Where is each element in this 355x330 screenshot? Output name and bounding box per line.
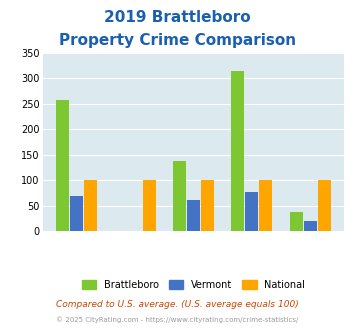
Bar: [187, 200, 200, 231]
Bar: [304, 221, 317, 231]
Bar: [290, 212, 302, 231]
Bar: [70, 196, 83, 231]
Bar: [245, 192, 258, 231]
Text: Property Crime Comparison: Property Crime Comparison: [59, 33, 296, 48]
Bar: [318, 180, 331, 231]
Text: © 2025 CityRating.com - https://www.cityrating.com/crime-statistics/: © 2025 CityRating.com - https://www.city…: [56, 317, 299, 323]
Bar: [143, 180, 155, 231]
Text: Compared to U.S. average. (U.S. average equals 100): Compared to U.S. average. (U.S. average …: [56, 300, 299, 309]
Bar: [231, 71, 244, 231]
Legend: Brattleboro, Vermont, National: Brattleboro, Vermont, National: [78, 276, 309, 294]
Bar: [260, 180, 272, 231]
Text: 2019 Brattleboro: 2019 Brattleboro: [104, 10, 251, 25]
Bar: [201, 180, 214, 231]
Bar: [84, 180, 97, 231]
Bar: [56, 100, 69, 231]
Bar: [173, 161, 186, 231]
